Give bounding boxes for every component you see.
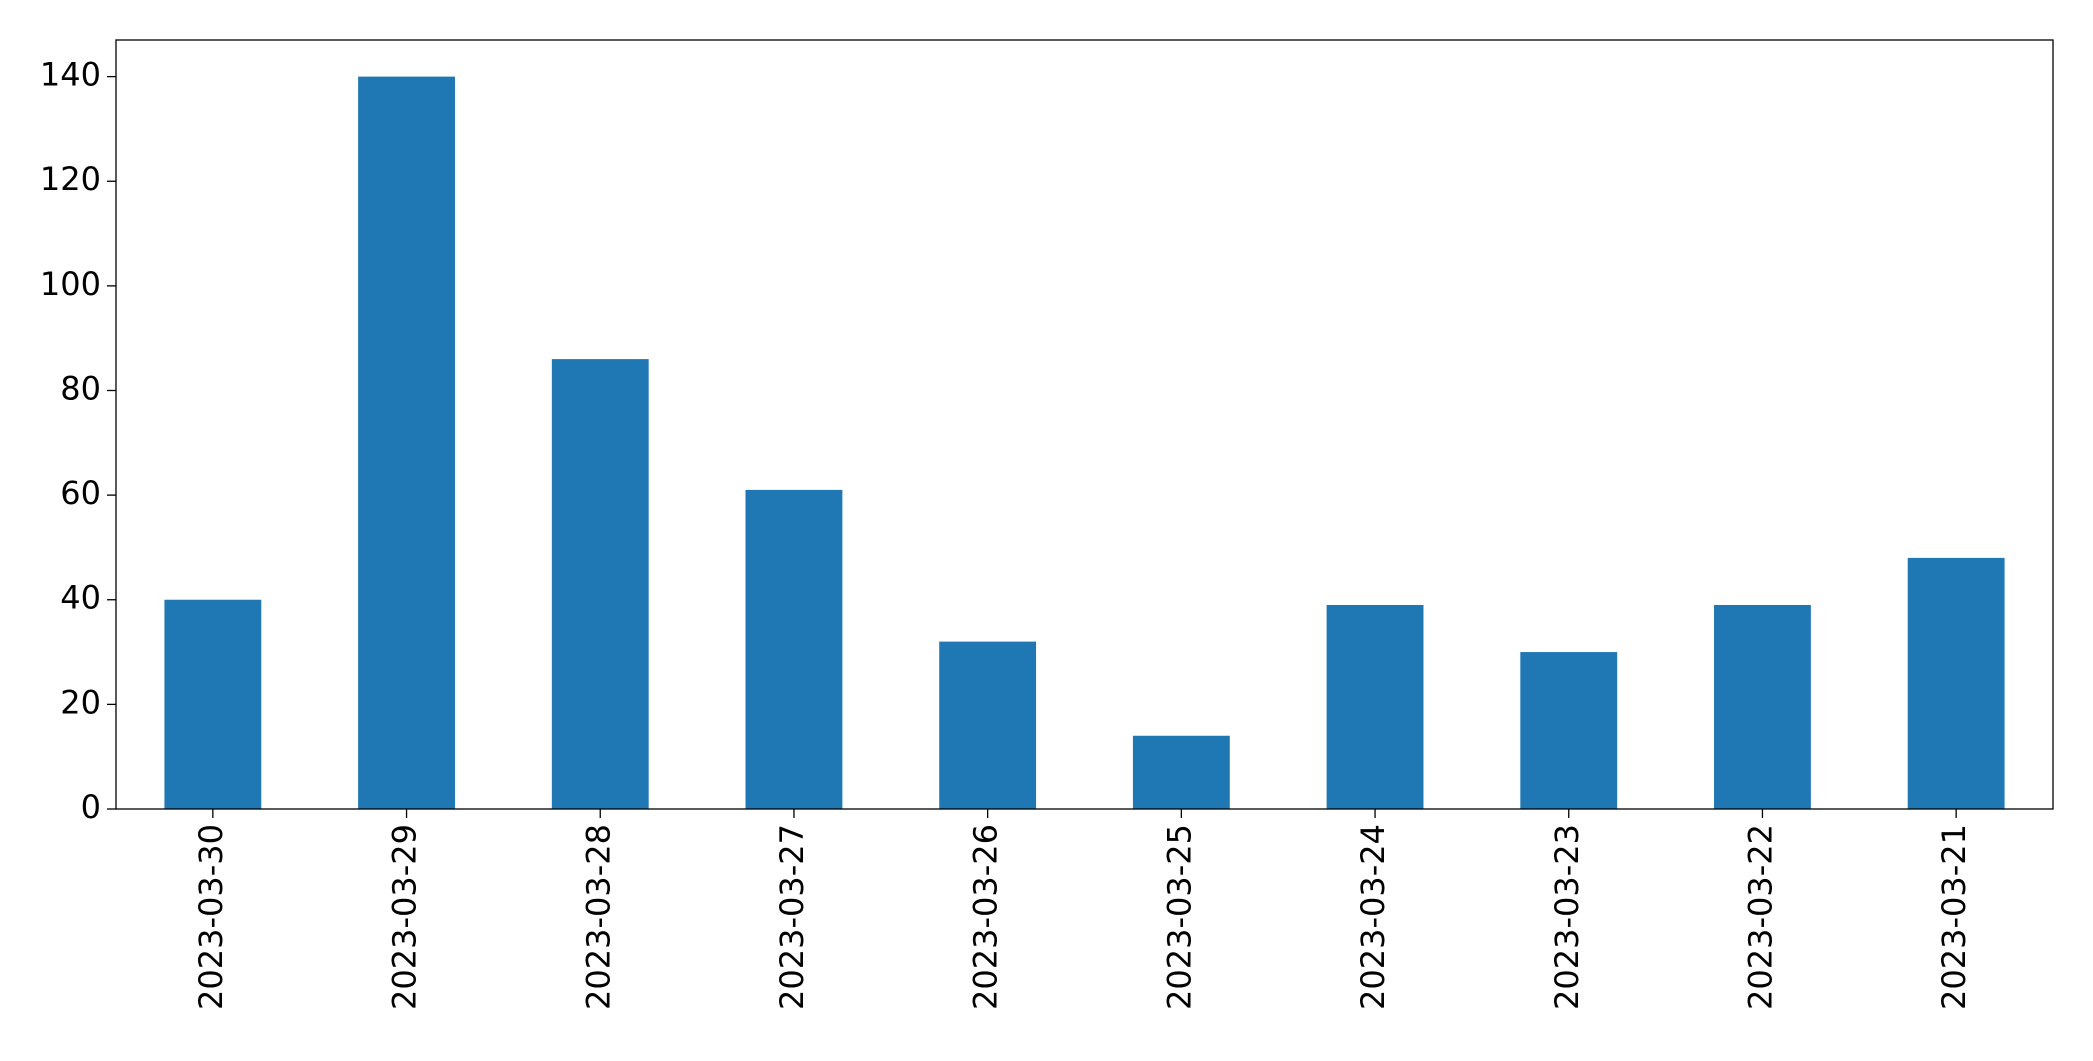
x-tick-label: 2023-03-25 — [1160, 824, 1198, 1010]
bar — [1326, 604, 1424, 809]
y-tick-label: 60 — [60, 474, 101, 512]
x-tick-label: 2023-03-28 — [579, 824, 617, 1010]
x-tick-label: 2023-03-23 — [1548, 824, 1586, 1010]
x-tick-label: 2023-03-30 — [192, 824, 230, 1010]
x-tick-label: 2023-03-22 — [1741, 824, 1779, 1010]
y-tick-label: 40 — [60, 579, 101, 617]
bar — [1132, 735, 1230, 809]
bar — [1520, 652, 1618, 809]
bar — [551, 359, 649, 809]
bar — [745, 489, 843, 809]
y-tick-label: 80 — [60, 369, 101, 407]
bar — [358, 76, 455, 810]
x-tick-label: 2023-03-29 — [386, 824, 424, 1010]
x-tick-label: 2023-03-26 — [967, 824, 1005, 1010]
bar — [939, 641, 1037, 809]
x-tick-label: 2023-03-21 — [1935, 824, 1973, 1010]
bar — [164, 599, 262, 809]
y-tick-label: 120 — [40, 160, 101, 198]
y-tick-label: 100 — [40, 265, 101, 303]
y-tick-label: 20 — [60, 683, 101, 721]
y-tick-label: 0 — [81, 788, 101, 826]
plot-frame — [115, 39, 2054, 810]
bar — [1714, 604, 1811, 809]
bar — [1907, 557, 2005, 809]
y-tick-label: 140 — [40, 56, 101, 94]
x-tick-label: 2023-03-27 — [773, 824, 811, 1010]
x-tick-label: 2023-03-24 — [1354, 824, 1392, 1010]
